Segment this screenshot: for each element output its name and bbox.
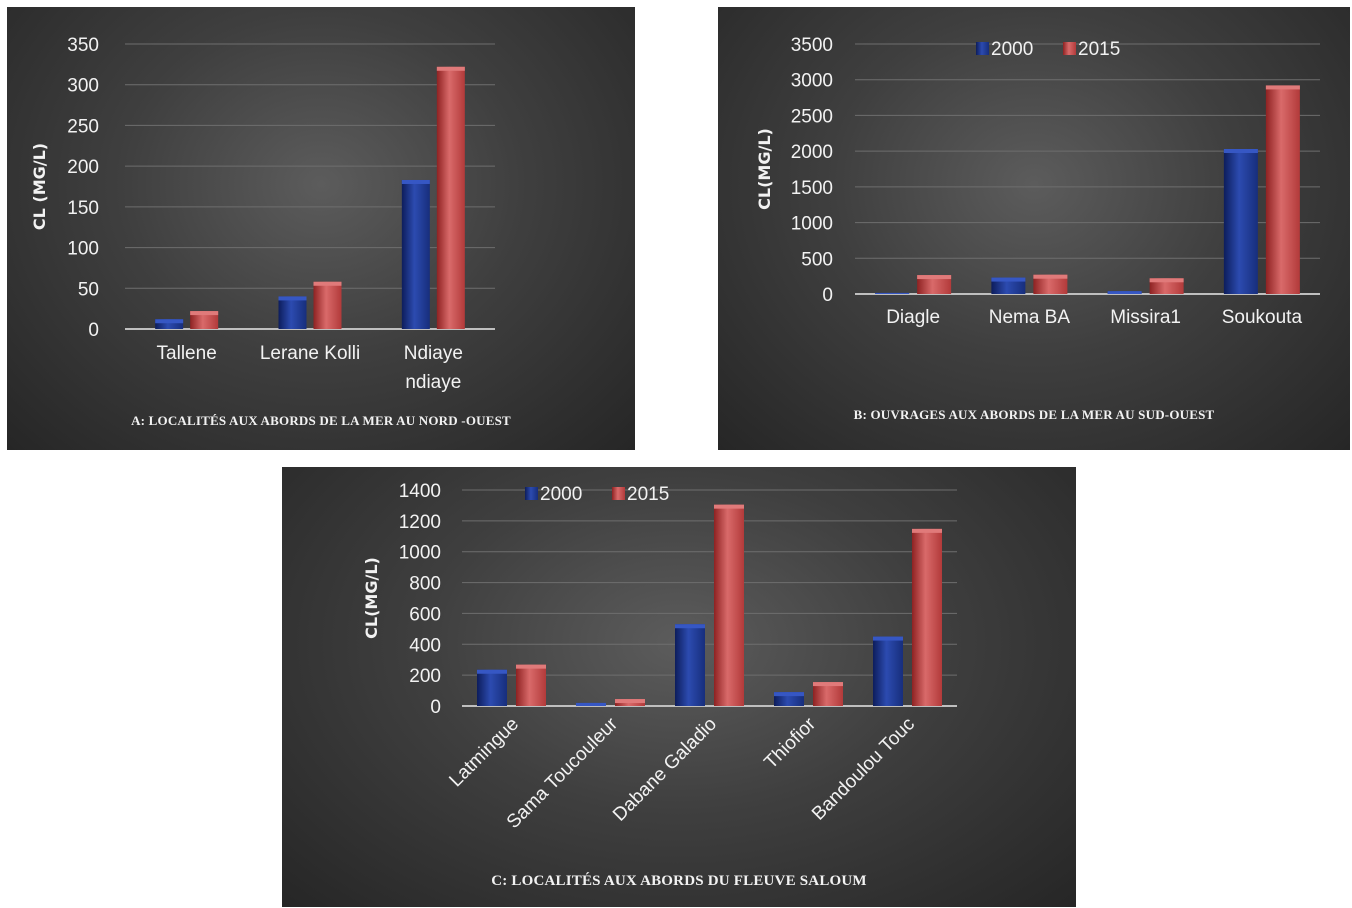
- category-label: Latmingue: [445, 714, 523, 792]
- chart-c-caption: C: LOCALITÉS AUX ABORDS DU FLEUVE SALOUM: [491, 873, 867, 889]
- bar-2015-3: [813, 682, 843, 706]
- bar-series-2-0: [190, 311, 219, 329]
- y-tick-label: 50: [78, 279, 99, 300]
- bar-top-highlight: [1107, 291, 1142, 294]
- bar-series-2-2: [436, 66, 465, 330]
- y-tick-label: 400: [409, 635, 441, 656]
- bar-top-highlight: [401, 179, 430, 184]
- category-label: Missira1: [1110, 307, 1181, 328]
- category-label: Ndiaye ndiaye: [404, 343, 463, 393]
- chart-c-svg: 0 200 400 600 800 1000 1200 1400 CL(MG/L) Latming…: [362, 481, 957, 833]
- bar-2000-1: [991, 277, 1026, 294]
- bar-2000-4: [873, 636, 903, 706]
- bar-top-highlight: [477, 669, 507, 674]
- bar-top-highlight: [313, 281, 342, 286]
- y-tick-label: 200: [409, 666, 441, 687]
- y-tick-label: 300: [67, 76, 99, 97]
- bar-2015-3: [1265, 85, 1300, 294]
- y-tick-label: 250: [67, 116, 99, 137]
- bar-top-highlight: [278, 296, 307, 301]
- bar-top-highlight: [774, 692, 804, 697]
- y-tick-label: 200: [67, 157, 99, 178]
- y-tick-label: 1200: [399, 512, 441, 533]
- bar-top-highlight: [1149, 278, 1184, 283]
- legend-swatch-2015: [1063, 42, 1076, 55]
- bar-top-highlight: [615, 699, 645, 704]
- bar-top-highlight: [190, 311, 219, 316]
- chart-a-caption: A: LOCALITÉS AUX ABORDS DE LA MER AU NOR…: [131, 413, 511, 428]
- category-label: Lerane Kolli: [260, 343, 360, 364]
- bar-2000-3: [1223, 149, 1258, 294]
- bar-top-highlight: [1223, 149, 1258, 153]
- category-label: Soukouta: [1222, 307, 1303, 328]
- y-tick-label: 100: [67, 239, 99, 260]
- bar-top-highlight: [875, 292, 910, 294]
- bar-2015-1: [1033, 274, 1068, 294]
- y-tick-label: 1000: [399, 543, 441, 564]
- bar-top-highlight: [991, 277, 1026, 282]
- chart-panel-c: 0 200 400 600 800 1000 1200 1400 CL(MG/L) Latming…: [282, 467, 1076, 907]
- bar-top-highlight: [675, 624, 705, 629]
- y-tick-label: 0: [430, 697, 441, 718]
- category-label: Thiofior: [760, 713, 820, 773]
- y-tick-label: 3000: [791, 71, 833, 92]
- category-label: Diagle: [886, 307, 940, 328]
- legend-label-2000: 2000: [991, 39, 1033, 60]
- legend-label-2015: 2015: [627, 484, 669, 505]
- y-tick-label: 350: [67, 35, 99, 56]
- legend-swatch-2000: [976, 42, 989, 55]
- chart-panel-a: 0 50 100 150 200 250 300 350 CL (MG/L) Tallene Ler…: [7, 7, 635, 450]
- bar-top-highlight: [155, 319, 184, 324]
- bar-2000-0: [477, 669, 507, 706]
- bar-top-highlight: [873, 636, 903, 641]
- bar-2015-4: [912, 528, 942, 706]
- y-tick-label: 0: [88, 320, 99, 341]
- legend-swatch-2000: [525, 487, 538, 500]
- y-tick-label: 150: [67, 198, 99, 219]
- bar-2015-0: [516, 664, 546, 706]
- y-tick-label: 800: [409, 574, 441, 595]
- bar-series-2-1: [313, 281, 342, 329]
- bar-series-1-2: [401, 179, 430, 329]
- y-tick-label: 600: [409, 604, 441, 625]
- chart-b-svg: 0 500 1000 1500 2000 2500 3000 3500 CL(MG/L) Diag…: [755, 35, 1320, 328]
- y-tick-label: 1000: [791, 214, 833, 235]
- bar-top-highlight: [1265, 85, 1300, 90]
- chart-panel-b: 0 500 1000 1500 2000 2500 3000 3500 CL(MG/L) Diag…: [718, 7, 1350, 450]
- bar-top-highlight: [917, 275, 952, 280]
- y-tick-label: 1500: [791, 178, 833, 199]
- chart-a-svg: 0 50 100 150 200 250 300 350 CL (MG/L) Tallene Ler…: [30, 35, 495, 393]
- bar-top-highlight: [912, 528, 942, 533]
- y-tick-label: 2500: [791, 106, 833, 127]
- chart-b-caption: B: OUVRAGES AUX ABORDS DE LA MER AU SUD-…: [853, 407, 1215, 422]
- bar-2015-2: [714, 504, 744, 706]
- bar-top-highlight: [516, 664, 546, 669]
- y-tick-label: 3500: [791, 35, 833, 56]
- y-tick-label: 0: [822, 285, 833, 306]
- bar-top-highlight: [576, 702, 606, 706]
- legend-label-2000: 2000: [540, 484, 582, 505]
- y-axis-label: CL(MG/L): [362, 557, 381, 639]
- bar-series-1-0: [155, 319, 184, 329]
- legend-label-2015: 2015: [1078, 39, 1120, 60]
- bar-top-highlight: [1033, 274, 1068, 279]
- category-label: Sama Toucouleur: [503, 713, 623, 833]
- bar-2000-2: [675, 624, 705, 706]
- y-axis-label: CL (MG/L): [30, 143, 49, 230]
- bar-top-highlight: [436, 66, 465, 71]
- bar-2015-0: [917, 275, 952, 294]
- y-tick-label: 500: [801, 249, 833, 270]
- category-label: Tallene: [157, 343, 217, 364]
- y-tick-label: 2000: [791, 142, 833, 163]
- category-label: Dabane Galadio: [609, 714, 721, 826]
- y-axis-label: CL(MG/L): [755, 128, 774, 210]
- bar-top-highlight: [813, 682, 843, 687]
- legend-swatch-2015: [612, 487, 625, 500]
- bar-series-1-1: [278, 296, 307, 329]
- bar-top-highlight: [714, 504, 744, 509]
- category-label: Nema BA: [989, 307, 1071, 328]
- category-label: Bandoulou Touc: [808, 714, 919, 825]
- y-tick-label: 1400: [399, 481, 441, 502]
